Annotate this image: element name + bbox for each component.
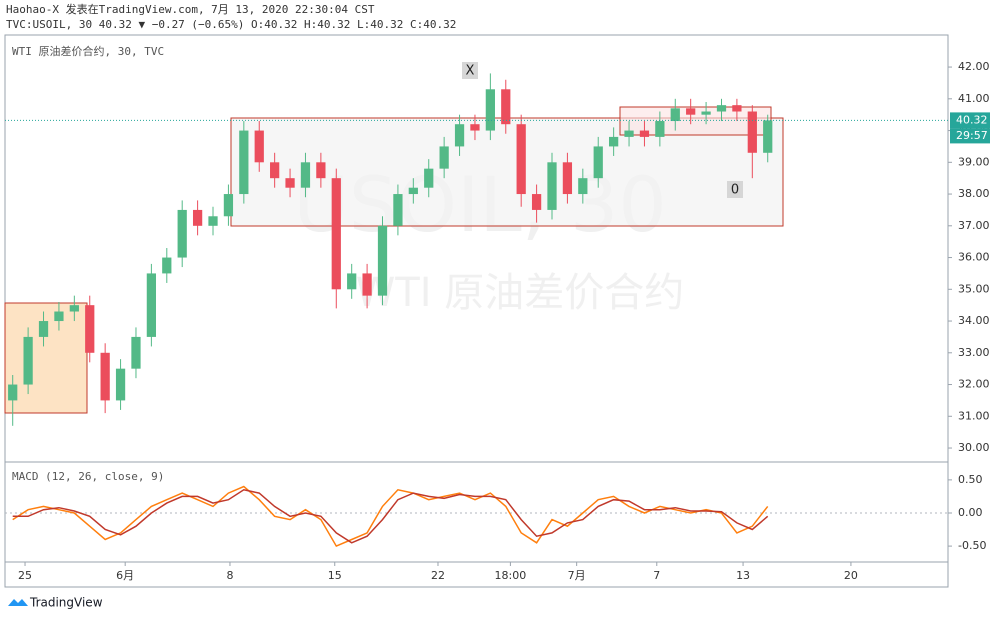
plot — [5, 73, 948, 548]
candle-body — [670, 108, 680, 122]
candle-body — [424, 168, 434, 188]
candle-body — [146, 273, 157, 337]
y-tick-label: 41.00 — [958, 92, 990, 105]
watermark-sub: WTI 原油差价合约 — [356, 270, 685, 316]
candle-body — [686, 108, 696, 115]
y-tick-label: 0.00 — [958, 506, 983, 519]
macd-title: MACD (12, 26, close, 9) — [12, 470, 164, 483]
candle-body — [208, 216, 218, 226]
candle-body — [192, 209, 203, 226]
candle-body — [470, 124, 480, 131]
candle-body — [8, 384, 18, 401]
y-tick-label: 31.00 — [958, 409, 990, 422]
x-tick-label: 8 — [226, 569, 233, 582]
candle-body — [516, 124, 526, 195]
candle-body — [609, 136, 619, 147]
candle-body — [501, 89, 511, 125]
candle-body — [177, 209, 187, 258]
y-tick-label: 0.50 — [958, 473, 983, 486]
x-tick-label: 25 — [18, 569, 32, 582]
candle-body — [69, 305, 79, 312]
candle-body — [701, 111, 711, 115]
candle-body — [593, 146, 603, 179]
candle-body — [115, 368, 126, 401]
candle-body — [578, 178, 588, 195]
candle-body — [639, 130, 650, 137]
y-tick-label: 42.00 — [958, 60, 990, 73]
y-tick-label: 33.00 — [958, 346, 990, 359]
annotation: 0 — [731, 183, 739, 198]
candle-body — [732, 105, 742, 112]
candle-body — [747, 111, 757, 153]
logo — [8, 599, 28, 606]
candle-body — [131, 336, 141, 369]
x-tick-label: 7月 — [568, 569, 586, 582]
candle-body — [716, 105, 727, 112]
x-tick-label: 15 — [328, 569, 342, 582]
y-tick-label: 38.00 — [958, 187, 990, 200]
candle-body — [454, 124, 465, 147]
price-label-bg — [950, 112, 990, 129]
candle-body — [254, 130, 264, 163]
candle-body — [85, 305, 95, 353]
candle-body — [331, 178, 341, 290]
brand: TradingView — [29, 596, 103, 610]
candle-body — [655, 121, 665, 137]
candle-body — [547, 162, 557, 210]
candle-body — [408, 187, 418, 195]
annotation-box — [727, 181, 743, 198]
last-price-label: 40.32 — [956, 113, 988, 126]
header-line: Haohao-X 发表在TradingView.com, 7月 13, 2020… — [6, 2, 375, 16]
candle-body — [439, 146, 449, 169]
header-line: TVC:USOIL, 30 40.32 ▼ −0.27 (−0.65%) O:4… — [6, 18, 456, 31]
countdown: 29:57 — [956, 129, 988, 142]
candle-body — [270, 162, 280, 179]
candle-body — [485, 89, 495, 131]
candle-body — [300, 162, 311, 188]
candle-body — [316, 162, 326, 179]
candle-body — [239, 130, 249, 195]
y-tick-label: 39.00 — [958, 155, 990, 168]
y-tick-label: 35.00 — [958, 282, 990, 295]
candle-body — [347, 273, 357, 290]
annotation-box — [462, 62, 478, 79]
x-tick-label: 6月 — [116, 569, 134, 582]
candle-body — [23, 336, 33, 385]
candle-body — [223, 194, 234, 217]
macd-line — [12, 485, 769, 548]
candle-body — [38, 321, 49, 337]
x-tick-label: 22 — [431, 569, 445, 582]
candle-body — [562, 162, 573, 195]
candle-body — [54, 311, 64, 322]
candle-body — [763, 120, 773, 153]
candle-body — [100, 352, 110, 401]
y-tick-label: 37.00 — [958, 219, 990, 232]
legend: WTI 原油差价合约, 30, TVC — [12, 44, 164, 58]
x-tick-label: 20 — [844, 569, 858, 582]
candle-body — [624, 130, 634, 137]
y-tick-label: 30.00 — [958, 441, 990, 454]
x-tick-label: 13 — [736, 569, 750, 582]
candle-body — [377, 225, 388, 296]
macd-line — [12, 489, 769, 544]
candle-body — [531, 194, 542, 210]
y-tick-label: 34.00 — [958, 314, 990, 327]
x-tick-label: 18:00 — [495, 569, 527, 582]
range-box — [4, 302, 88, 414]
countdown-bg — [950, 128, 990, 144]
candle-body — [285, 178, 295, 188]
x-tick-label: 7 — [653, 569, 660, 582]
annotation: X — [466, 64, 475, 79]
candle-body — [393, 194, 403, 226]
y-tick-label: 32.00 — [958, 378, 990, 391]
y-tick-label: 36.00 — [958, 251, 990, 264]
y-tick-label: -0.50 — [958, 539, 986, 552]
candle-body — [362, 273, 372, 296]
candle-body — [162, 257, 172, 274]
